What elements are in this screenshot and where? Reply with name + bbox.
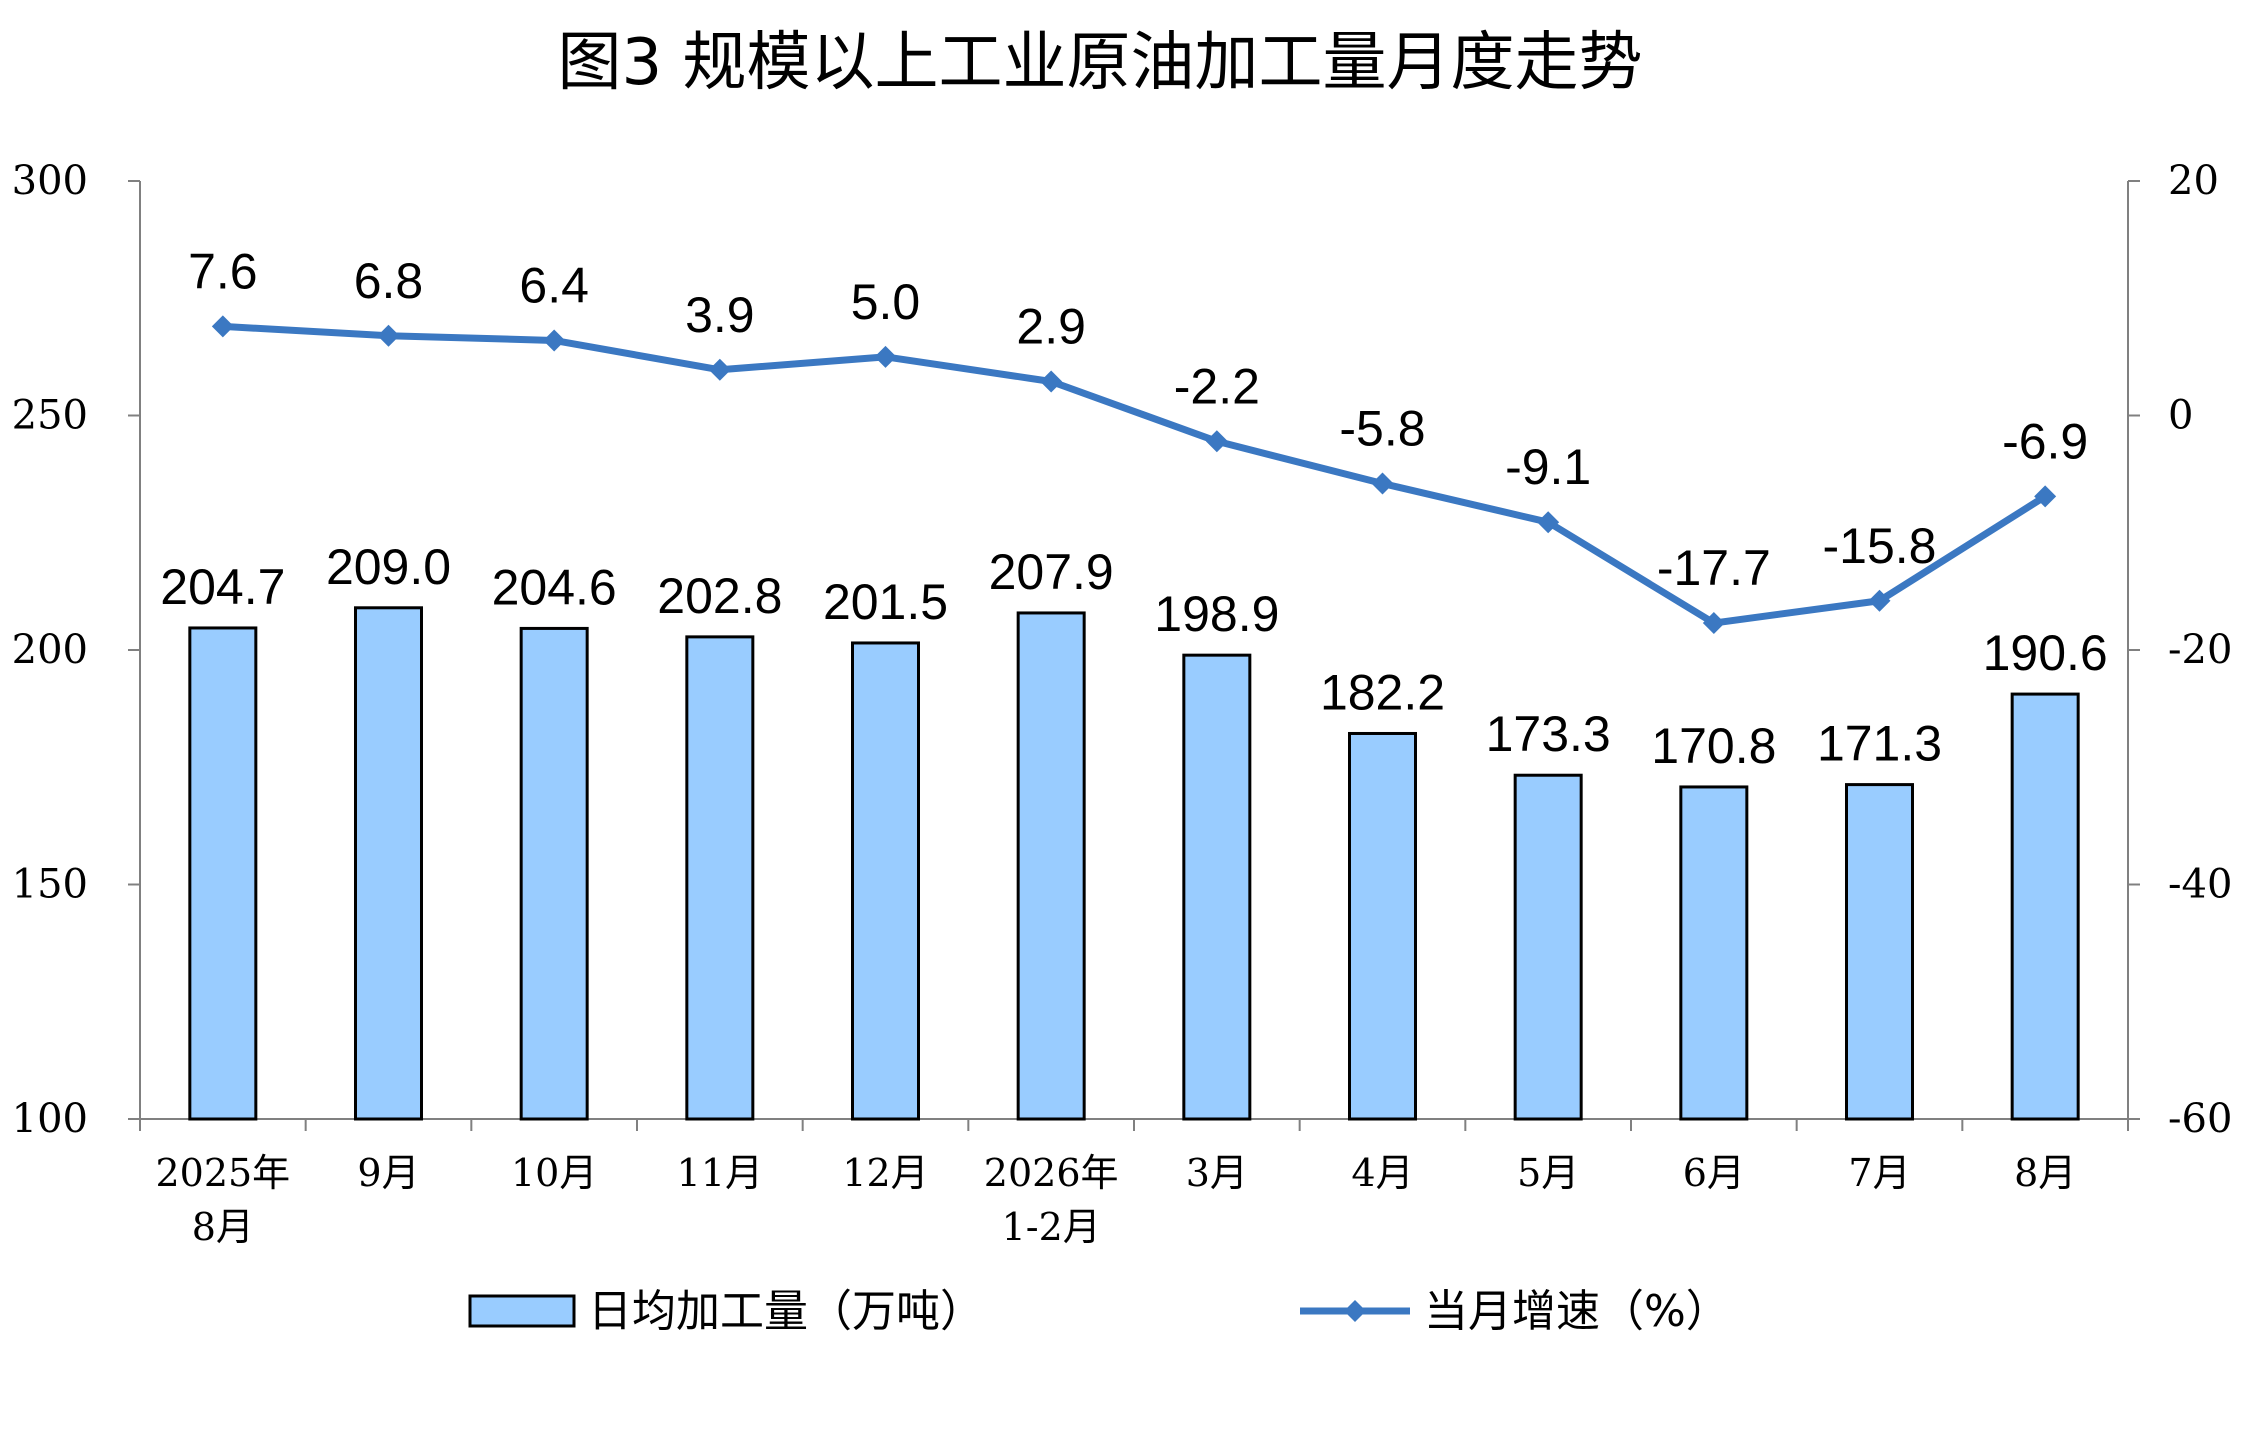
line-value-label: 5.0 [851, 274, 921, 330]
line-value-label: -9.1 [1505, 439, 1591, 495]
line-point-marker [1702, 612, 1725, 635]
x-tick-label: 8月 [2014, 1151, 2076, 1195]
line-value-label: 3.9 [685, 287, 755, 343]
bar [519, 626, 589, 1121]
bar-value-label: 173.3 [1486, 706, 1611, 762]
x-tick-label: 9月 [357, 1151, 419, 1195]
x-tick-label: 2026年 [984, 1151, 1119, 1195]
bar-series [188, 606, 2080, 1121]
y-left-tick-label: 100 [12, 1096, 88, 1142]
line-path [222, 322, 2048, 627]
line-point-marker [211, 315, 234, 338]
bar [851, 641, 920, 1121]
bar-value-label: 204.6 [492, 559, 617, 615]
x-tick-label: 5月 [1517, 1151, 1579, 1195]
line-point-marker [1537, 511, 1560, 534]
bar-value-label: 171.3 [1817, 716, 1942, 772]
legend-bar-swatch [468, 1294, 576, 1328]
line-point-marker [1868, 589, 1891, 612]
bar [354, 606, 423, 1121]
bar [1679, 785, 1749, 1121]
legend-line-label: 当月增速（%） [1424, 1286, 1730, 1337]
chart-title: 图3 规模以上工业原油加工量月度走势 [557, 26, 1642, 100]
bar [1513, 773, 1583, 1121]
line-point-marker [543, 329, 566, 352]
y-right-tick-label: -40 [2168, 862, 2232, 908]
line-value-label: -17.7 [1657, 540, 1771, 596]
x-tick-label: 7月 [1848, 1151, 1910, 1195]
bar [1016, 611, 1086, 1121]
line-point-marker [1040, 370, 1063, 393]
y-right-tick-label: 0 [2168, 393, 2193, 439]
x-tick-label: 11月 [677, 1151, 763, 1195]
legend: 日均加工量（万吨） 当月增速（%） [468, 1286, 1730, 1337]
y-left-tick-label: 250 [12, 393, 88, 439]
line-point-marker [708, 358, 731, 381]
line-point-marker [1205, 430, 1228, 453]
line-point-marker [377, 324, 400, 347]
line-value-label: -6.9 [2002, 413, 2088, 469]
x-tick-label: 12月 [842, 1151, 928, 1195]
line-value-label: -5.8 [1339, 401, 1425, 457]
y-right-tick-label: -20 [2168, 627, 2232, 673]
bar-value-label: 209.0 [326, 539, 451, 595]
bar-value-label: 202.8 [657, 568, 782, 624]
y-left-tick-label: 150 [12, 862, 88, 908]
line-point-marker [2034, 485, 2057, 508]
bar [685, 635, 755, 1121]
bar-value-label: 201.5 [823, 574, 948, 630]
bar [188, 626, 258, 1121]
y-left-tick-label: 200 [12, 627, 88, 673]
y-left-tick-label: 300 [12, 158, 88, 204]
bar-value-label: 198.9 [1154, 586, 1279, 642]
x-tick-label: 4月 [1351, 1151, 1413, 1195]
bar [1845, 783, 1914, 1121]
bar-value-label: 170.8 [1651, 718, 1776, 774]
x-tick-label: 1-2月 [1002, 1205, 1101, 1249]
x-tick-label: 2025年 [155, 1151, 290, 1195]
bar-value-label: 207.9 [989, 544, 1114, 600]
x-tick-label: 6月 [1683, 1151, 1745, 1195]
line-value-label: 2.9 [1016, 298, 1086, 354]
line-value-label: 6.4 [519, 257, 589, 313]
y-right-tick-label: -60 [2168, 1096, 2232, 1142]
line-series [211, 315, 2057, 635]
line-point-marker [874, 345, 897, 368]
line-value-label: -2.2 [1174, 358, 1260, 414]
x-tick-label: 3月 [1186, 1151, 1248, 1195]
bar-value-label: 190.6 [1983, 625, 2108, 681]
x-tick-label: 10月 [511, 1151, 597, 1195]
line-value-label: -15.8 [1823, 518, 1937, 574]
legend-line-marker [1344, 1300, 1366, 1322]
bar-value-label: 204.7 [160, 559, 285, 615]
y-right-tick-label: 20 [2168, 158, 2219, 204]
bar [1182, 653, 1252, 1121]
legend-bar-label: 日均加工量（万吨） [588, 1286, 984, 1337]
bar [1348, 731, 1417, 1121]
line-point-marker [1371, 472, 1394, 495]
data-labels: 204.7 209.0 204.6 202.8 201.5 207.9 198.9 182.2… [160, 243, 2107, 774]
bar-value-label: 182.2 [1320, 664, 1445, 720]
bar [2010, 692, 2080, 1121]
x-tick-label: 8月 [192, 1205, 254, 1249]
line-value-label: 7.6 [188, 243, 258, 299]
line-value-label: 6.8 [354, 253, 424, 309]
